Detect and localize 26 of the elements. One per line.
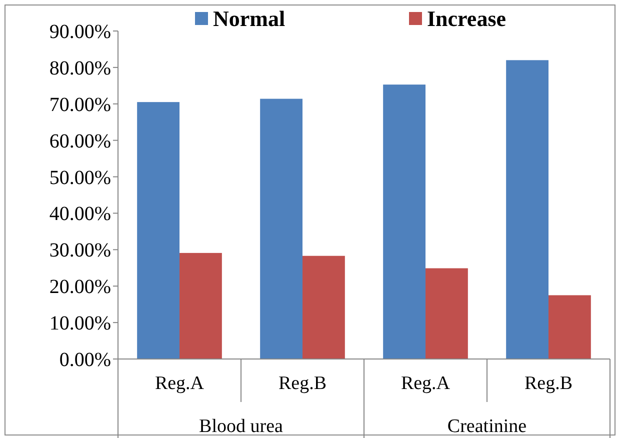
bar	[260, 98, 302, 359]
x-tick-label: Reg.A	[154, 373, 204, 394]
x-tick-label: Reg.B	[524, 373, 573, 394]
y-tick-label: 0.00%	[59, 349, 111, 371]
legend-label: Normal	[213, 6, 286, 31]
bar	[548, 295, 591, 359]
y-tick-label: 60.00%	[49, 130, 111, 152]
x-tick-label: Reg.A	[400, 373, 450, 394]
y-tick-label: 10.00%	[49, 312, 111, 335]
y-tick-label: 90.00%	[49, 21, 111, 43]
bar	[137, 102, 180, 359]
bar	[426, 268, 468, 359]
bar	[302, 256, 345, 359]
text: Blood urea	[199, 416, 284, 437]
bar	[180, 252, 222, 359]
y-tick-label: 70.00%	[49, 94, 111, 116]
text: Creatinine	[447, 416, 527, 437]
y-tick-label: 20.00%	[49, 276, 111, 298]
legend-label: Increase	[427, 6, 506, 31]
bar	[506, 60, 548, 359]
bar	[383, 84, 426, 359]
y-tick-label: 30.00%	[49, 240, 111, 262]
y-tick-label: 40.00%	[49, 203, 111, 226]
y-tick-label: 50.00%	[49, 166, 111, 189]
x-tick-label: Reg.B	[278, 373, 327, 394]
y-tick-label: 80.00%	[49, 57, 111, 80]
